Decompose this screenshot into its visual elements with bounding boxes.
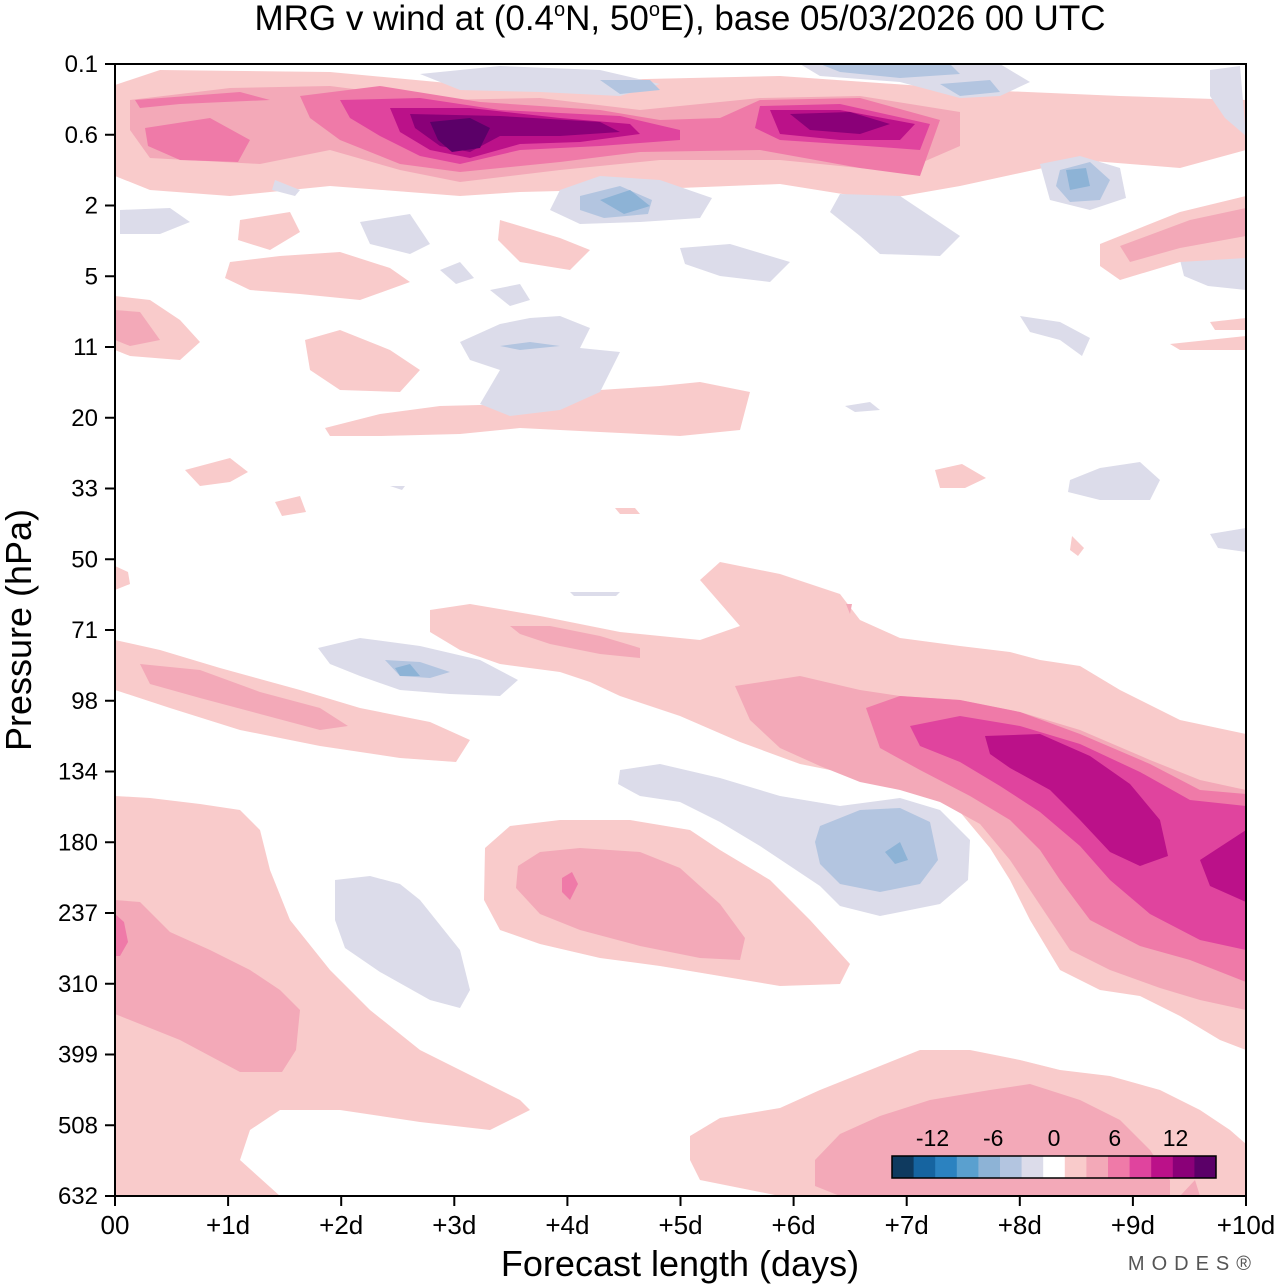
colorbar-label: 0 [1048, 1125, 1061, 1151]
colorbar-label: 12 [1163, 1125, 1189, 1151]
y-tick-label: 71 [71, 617, 98, 644]
colorbar-swatch [913, 1156, 936, 1178]
colorbar-swatch [1086, 1156, 1109, 1178]
x-tick-label: +1d [206, 1210, 250, 1240]
contour-midleft-pos-2 [115, 566, 130, 590]
colorbar-swatch [1000, 1156, 1023, 1178]
contour-tropo-neg-4 [385, 660, 938, 892]
contour-tropo-pos-8 [910, 716, 1246, 950]
contour-mid-neg-2 [390, 262, 1246, 596]
y-axis: 0.1 0.6 2 5 11 20 33 50 71 98 134 180 237 310 399 508 63… [58, 51, 115, 1210]
contour-tropo-pos-10 [985, 734, 1246, 902]
y-tick-label: 237 [58, 900, 98, 927]
contour-upper-pos-right-4 [1120, 208, 1246, 262]
colorbar-swatch [1151, 1156, 1174, 1178]
y-tick-label: 0.6 [65, 122, 98, 149]
colorbar-swatch [978, 1156, 1001, 1178]
colorbar-swatch [1129, 1156, 1152, 1178]
y-tick-label: 5 [85, 263, 98, 290]
colorbar: -12 -6 0 6 12 [891, 1125, 1217, 1179]
contour-lower-neg-2 [335, 876, 470, 1008]
colorbar-swatch [935, 1156, 958, 1178]
contour-lower-left-pos-6 [115, 914, 128, 956]
contour-tropo-pos-2 [115, 562, 1246, 1050]
modes-logo: MODES® [1127, 1253, 1258, 1275]
colorbar-swatch [1064, 1156, 1087, 1178]
x-tick-label: +6d [772, 1210, 816, 1240]
y-tick-label: 33 [71, 476, 98, 503]
y-tick-label: 50 [71, 546, 98, 573]
x-axis-label: Forecast length (days) [501, 1243, 859, 1284]
colorbar-frame [891, 1155, 1217, 1179]
y-axis-label: Pressure (hPa) [0, 509, 39, 751]
chart-title: MRG v wind at (0.4oN, 50oE), base 05/03/… [254, 0, 1105, 38]
colorbar-swatch [1194, 1156, 1217, 1178]
x-tick-label: +2d [319, 1210, 363, 1240]
contour-upper-pos-12 [410, 112, 890, 152]
y-tick-label: 2 [85, 193, 98, 220]
colorbar-label: 6 [1108, 1125, 1121, 1151]
x-axis: 00 +1d +2d +3d +4d +5d +6d +7d +8d +9d +10d [101, 1196, 1276, 1240]
y-tick-label: 98 [71, 688, 98, 715]
y-tick-label: 508 [58, 1112, 98, 1139]
y-tick-label: 180 [58, 829, 98, 856]
colorbar-label: -12 [916, 1125, 949, 1151]
y-tick-label: 11 [73, 334, 98, 361]
x-tick-label: +10d [1217, 1210, 1276, 1240]
colorbar-swatch [956, 1156, 979, 1178]
y-tick-label: 134 [58, 759, 98, 786]
contour-mid-neg-4 [500, 342, 560, 350]
y-tick-label: 632 [58, 1183, 98, 1210]
colorbar-swatch [1021, 1156, 1044, 1178]
x-tick-label: +8d [998, 1210, 1042, 1240]
y-tick-label: 310 [58, 971, 98, 998]
contour-upper-pos-14 [430, 118, 490, 152]
colorbar-swatch [1043, 1156, 1066, 1178]
y-tick-label: 399 [58, 1042, 98, 1069]
x-tick-label: +4d [545, 1210, 589, 1240]
contour-lower-left-pos-4 [115, 900, 300, 1072]
contour-tropo-neg-2 [318, 638, 970, 916]
colorbar-label: -6 [983, 1125, 1003, 1151]
contour-lower-left-pos-2 [115, 796, 530, 1196]
y-tick-label: 0.1 [65, 51, 98, 78]
contour-mid-pos-4 [115, 310, 160, 346]
colorbar-swatch [1108, 1156, 1131, 1178]
contour-mid-trop-pos-6 [562, 872, 578, 900]
colorbar-swatch [1172, 1156, 1195, 1178]
contour-field [115, 64, 1246, 1196]
colorbar-swatch [892, 1156, 915, 1178]
y-tick-label: 20 [71, 405, 98, 432]
x-tick-label: +3d [432, 1210, 476, 1240]
x-tick-label: +9d [1111, 1210, 1155, 1240]
contour-mid-pos-2 [115, 212, 1084, 556]
x-tick-label: 00 [101, 1210, 130, 1240]
contour-upper-neg-2 [120, 64, 1246, 290]
x-tick-label: +7d [885, 1210, 929, 1240]
x-tick-label: +5d [658, 1210, 702, 1240]
